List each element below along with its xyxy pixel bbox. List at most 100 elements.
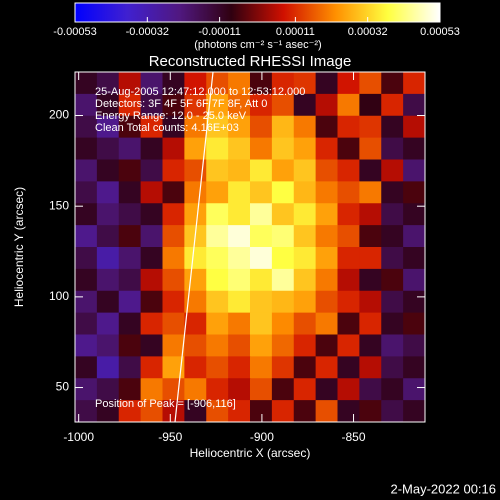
heatmap-cell	[403, 312, 426, 335]
heatmap-cell	[162, 115, 185, 139]
heatmap-cell	[162, 72, 185, 95]
heatmap-cell	[184, 334, 207, 357]
heatmap-cell	[315, 268, 338, 292]
heatmap-cell	[228, 159, 251, 182]
heatmap-cell	[118, 400, 142, 423]
heatmap-cell	[271, 225, 295, 248]
heatmap-cell	[162, 159, 185, 182]
heatmap-cell	[359, 181, 382, 204]
heatmap-cell	[96, 356, 120, 379]
y-axis-label: Heliocentric Y (arcsec)	[12, 187, 26, 307]
heatmap-cell	[228, 72, 251, 95]
heatmap-cell	[271, 159, 295, 182]
heatmap-cell	[140, 312, 163, 335]
x-tick-label: -850	[342, 430, 366, 444]
heatmap-cell	[75, 356, 98, 379]
heatmap-cell	[271, 181, 295, 204]
heatmap-cell	[162, 356, 185, 379]
colorbar-tick-label: -0.00011	[198, 26, 241, 38]
heatmap-cell	[228, 247, 251, 270]
heatmap-cell	[381, 225, 404, 248]
heatmap-cell	[162, 334, 185, 357]
x-tick-label: -1000	[63, 430, 94, 444]
heatmap-cell	[250, 203, 273, 226]
heatmap-cell	[228, 137, 251, 160]
heatmap-cell	[315, 93, 338, 117]
heatmap-cell	[293, 356, 317, 379]
annotation: Energy Range: 12.0 - 25.0 keV	[95, 110, 247, 122]
heatmap-cell	[184, 137, 207, 160]
heatmap-cell	[206, 181, 229, 204]
heatmap-cell	[140, 334, 163, 357]
heatmap-cell	[381, 247, 404, 270]
heatmap-cell	[118, 356, 142, 379]
heatmap-cell	[293, 378, 317, 401]
heatmap-cell	[140, 378, 163, 401]
heatmap-cell	[206, 115, 229, 139]
heatmap-cell	[271, 290, 295, 314]
heatmap-cell	[403, 400, 426, 423]
heatmap-cell	[293, 334, 317, 357]
heatmap-cell	[184, 247, 207, 270]
heatmap-cell	[140, 247, 163, 270]
heatmap-cell	[381, 334, 404, 357]
heatmap-cell	[315, 181, 338, 204]
chart-title: Reconstructed RHESSI Image	[149, 53, 352, 70]
heatmap-cell	[315, 290, 338, 314]
heatmap-cell	[162, 290, 185, 314]
heatmap-cell	[206, 400, 229, 423]
heatmap-cell	[403, 247, 426, 270]
heatmap-cell	[250, 334, 273, 357]
heatmap-cell	[250, 159, 273, 182]
heatmap-cell	[293, 93, 317, 117]
heatmap-cell	[359, 247, 382, 270]
heatmap-cell	[381, 290, 404, 314]
heatmap-cell	[228, 268, 251, 292]
heatmap-cell	[381, 181, 404, 204]
heatmap-cell	[184, 93, 207, 117]
heatmap-cell	[359, 159, 382, 182]
heatmap-cell	[140, 93, 163, 117]
heatmap-cell	[140, 268, 163, 292]
heatmap-cell	[337, 356, 360, 379]
heatmap-cell	[337, 159, 360, 182]
heatmap-cell	[337, 400, 360, 423]
colorbar	[74, 2, 441, 23]
heatmap-cell	[271, 72, 295, 95]
heatmap-cell	[337, 225, 360, 248]
heatmap-cell	[403, 72, 426, 95]
heatmap-cell	[140, 400, 163, 423]
colorbar-tick-label: 0.00032	[348, 26, 388, 38]
heatmap-cell	[75, 312, 98, 335]
heatmap-cell	[75, 72, 98, 95]
heatmap-cell	[293, 268, 317, 292]
heatmap-cell	[381, 159, 404, 182]
heatmap-cell	[96, 225, 120, 248]
heatmap-cell	[271, 93, 295, 117]
heatmap-cell	[337, 137, 360, 160]
colorbar-tick-label: -0.00053	[53, 26, 96, 38]
heatmap-cell	[250, 400, 273, 423]
heatmap-cell	[381, 400, 404, 423]
heatmap-cell	[140, 203, 163, 226]
colorbar-tick-label: -0.00032	[126, 26, 169, 38]
colorbar-tick-label: 0.00053	[420, 26, 460, 38]
heatmap-cell	[337, 312, 360, 335]
heatmap-cell	[381, 268, 404, 292]
heatmap-cell	[228, 115, 251, 139]
heatmap-cell	[315, 72, 338, 95]
heatmap-cell	[228, 378, 251, 401]
heatmap-cell	[118, 203, 142, 226]
heatmap-cell	[293, 115, 317, 139]
heatmap-cell	[271, 400, 295, 423]
heatmap-cell	[381, 72, 404, 95]
heatmap-cell	[75, 137, 98, 160]
colorbar-label: (photons cm⁻² s⁻¹ asec⁻²)	[194, 39, 321, 51]
annotation: Clean Total counts: 4.16E+03	[95, 122, 239, 134]
heatmap-cell	[293, 400, 317, 423]
heatmap-cell	[250, 181, 273, 204]
heatmap-cell	[96, 72, 120, 95]
heatmap-cell	[250, 312, 273, 335]
y-tick-label: 100	[49, 289, 69, 303]
heatmap-cell	[228, 312, 251, 335]
